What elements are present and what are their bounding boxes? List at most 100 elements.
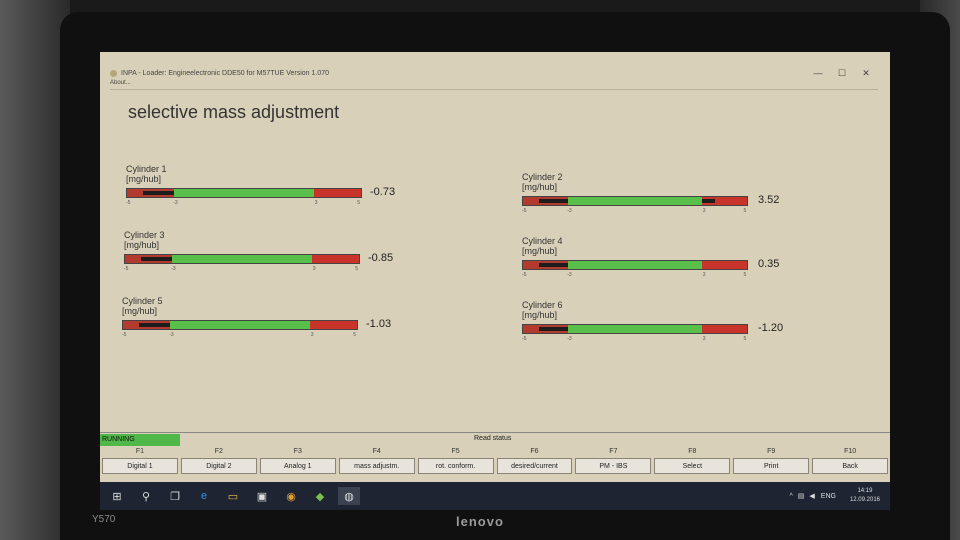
cylinder-unit: [mg/hub]	[126, 174, 162, 184]
menu-about[interactable]: About...	[110, 80, 131, 86]
fkey-number: F6	[530, 448, 539, 455]
bmw-inpa-icon[interactable]: ◍	[338, 487, 360, 505]
fkey-number: F4	[372, 448, 381, 455]
task-view-icon[interactable]: ❐	[170, 490, 180, 503]
bar-low-zone	[523, 197, 716, 205]
bar-low-zone	[523, 325, 609, 333]
digital-2-button[interactable]: Digital 2	[180, 458, 257, 474]
network-icon[interactable]: ▤	[797, 493, 805, 500]
edge-browser-icon[interactable]: e	[200, 490, 208, 502]
fkey-number: F5	[451, 448, 460, 455]
window-title: INPA - Loader: Engineelectronic DDE50 fo…	[121, 69, 330, 77]
tick-label: 5	[355, 266, 359, 272]
windows-start-icon[interactable]: ⊞	[112, 490, 122, 503]
app-icon[interactable]: ◆	[315, 490, 325, 503]
bar-fill	[143, 191, 179, 195]
tick-label: -5	[124, 266, 129, 272]
back-button[interactable]: Back	[812, 458, 889, 474]
cylinder-bar	[122, 320, 358, 330]
bar-ticks: -5 -3 3 5	[522, 336, 748, 344]
close-button[interactable]: ✕	[862, 67, 870, 78]
fkey-number: F1	[135, 448, 145, 455]
bar-ok-zone	[567, 261, 703, 269]
bar-low-zone	[123, 321, 218, 329]
tick-label: -3	[171, 266, 176, 272]
cylinder-bar	[126, 188, 362, 198]
rot-conform-button[interactable]: rot. conform.	[417, 458, 494, 474]
maximize-button[interactable]: ☐	[837, 67, 847, 78]
tick-label: 3	[310, 332, 314, 338]
fkey-number: F3	[293, 448, 302, 455]
taskbar-clock[interactable]: 14:19 12.09.2016	[850, 487, 880, 505]
bar-ok-zone	[169, 321, 311, 329]
tick-label: -5	[126, 200, 131, 206]
tray-expand-icon[interactable]: ^	[789, 492, 793, 500]
cylinder-3-gauge: Cylinder 3 [mg/hub] -5 -3 3 5 -0.85	[124, 230, 464, 290]
inpa-logo-icon	[110, 69, 117, 77]
store-icon[interactable]: ▣	[256, 490, 268, 503]
desired-current-button[interactable]: desired/current	[496, 458, 573, 474]
cylinder-value: -0.73	[370, 186, 396, 198]
bar-ok-zone	[173, 189, 315, 197]
laptop-brand: lenovo	[456, 514, 504, 529]
status-text: Read status	[474, 435, 512, 442]
windows-taskbar: ⊞ ⚲ ❐ e ▭ ▣ ◉ ◆ ◍ ^ ▤ ◀ ENG 14:19 12.09.…	[100, 482, 890, 510]
tick-label: 3	[702, 208, 706, 214]
tick-label: -5	[522, 272, 527, 278]
pm-ibs-button[interactable]: PM - IBS	[575, 458, 652, 474]
fkey-f10: F10 Back	[812, 446, 889, 480]
chrome-icon[interactable]: ◉	[286, 490, 296, 503]
fkey-f2: F2 Digital 2	[180, 446, 257, 480]
volume-icon[interactable]: ◀	[809, 493, 815, 500]
cylinder-name: Cylinder 2	[522, 172, 563, 182]
tick-label: 3	[312, 266, 316, 272]
fkey-f7: F7 PM - IBS	[575, 446, 652, 480]
digital-1-button[interactable]: Digital 1	[102, 458, 178, 474]
minimize-button[interactable]: —	[813, 68, 823, 78]
clock-date: 12.09.2016	[849, 497, 880, 503]
cylinder-unit: [mg/hub]	[522, 310, 558, 320]
menubar: About...	[110, 80, 878, 90]
fkey-f3: F3 Analog 1	[259, 446, 336, 480]
screen: INPA - Loader: Engineelectronic DDE50 fo…	[100, 52, 890, 510]
cylinder-bar	[522, 324, 748, 334]
search-icon[interactable]: ⚲	[141, 490, 151, 503]
bar-low-zone	[125, 255, 175, 263]
cylinder-name: Cylinder 4	[522, 236, 563, 246]
cylinder-unit: [mg/hub]	[522, 246, 558, 256]
cylinder-name: Cylinder 6	[522, 300, 563, 310]
cylinder-2-gauge: Cylinder 2 [mg/hub] -5 -3 3 5 3.52	[522, 172, 862, 232]
bar-ticks: -5 -3 3 5	[124, 266, 360, 274]
cylinder-value: -1.03	[366, 318, 392, 330]
cylinder-name: Cylinder 5	[122, 296, 163, 306]
cylinder-unit: [mg/hub]	[122, 306, 158, 316]
cylinder-name: Cylinder 3	[124, 230, 165, 240]
cylinder-name: Cylinder 1	[126, 164, 167, 174]
mass-adjustment-button[interactable]: mass adjustm.	[338, 458, 415, 474]
tick-label: -3	[567, 208, 572, 214]
fkey-f9: F9 Print	[733, 446, 810, 480]
fkey-f4: F4 mass adjustm.	[338, 446, 415, 480]
bar-ok-zone	[171, 255, 313, 263]
cylinder-value: 3.52	[758, 194, 780, 206]
print-button[interactable]: Print	[733, 458, 810, 474]
bar-ticks: -5 -3 3 5	[522, 208, 748, 216]
bar-high-zone	[702, 325, 747, 333]
tick-label: 5	[357, 200, 361, 206]
function-key-bar: F1 Digital 1 F2 Digital 2 F3 Analog 1 F4 mas…	[100, 446, 890, 480]
tick-label: -3	[567, 336, 572, 342]
tick-label: 5	[743, 272, 747, 278]
fkey-number: F10	[844, 448, 857, 455]
file-explorer-icon[interactable]: ▭	[227, 490, 239, 503]
laptop-model: Y570	[92, 514, 116, 525]
tick-label: 3	[702, 336, 706, 342]
tick-label: 3	[314, 200, 318, 206]
tick-label: 5	[743, 208, 747, 214]
select-button[interactable]: Select	[654, 458, 731, 474]
bar-high-zone	[702, 197, 747, 205]
cylinder-unit: [mg/hub]	[124, 240, 160, 250]
language-indicator[interactable]: ENG	[820, 492, 836, 500]
tick-label: -5	[522, 208, 527, 214]
analog-1-button[interactable]: Analog 1	[259, 458, 336, 474]
bar-high-zone	[310, 321, 357, 329]
